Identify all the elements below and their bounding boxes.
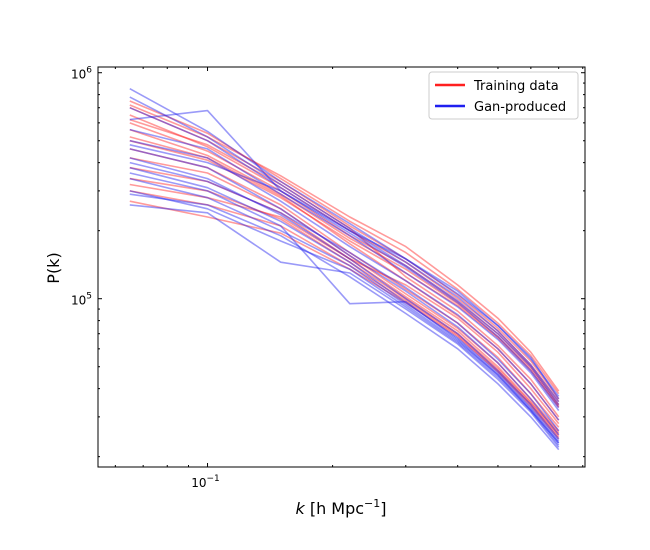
series-line-23 <box>129 157 560 440</box>
axes-frame <box>97 66 586 468</box>
series-line-9 <box>129 166 560 434</box>
series-line-11 <box>129 190 560 438</box>
series-line-10 <box>129 177 560 436</box>
x-axis-label: k [h Mpc−1] <box>295 497 386 518</box>
legend: Training data Gan-produced <box>428 71 579 120</box>
series-line-3 <box>129 114 560 403</box>
y-tick-label: 106 <box>71 66 92 82</box>
series-line-18 <box>129 96 560 403</box>
axes: 10−1 105 106 <box>71 66 586 490</box>
series-line-13 <box>129 104 560 392</box>
x-tick-label: 10−1 <box>191 474 220 490</box>
y-axis-label: P(k) <box>44 252 63 283</box>
series-line-30 <box>129 144 560 406</box>
y-tick-label: 105 <box>71 292 92 308</box>
series-line-27 <box>129 204 560 448</box>
series-line-8 <box>129 157 560 432</box>
legend-entry-label: Training data <box>473 79 559 94</box>
series-line-21 <box>129 139 560 421</box>
series-line-29 <box>129 106 560 400</box>
series-line-15 <box>129 136 560 421</box>
series-line-14 <box>129 118 560 418</box>
legend-entry-label: Gan-produced <box>474 100 566 115</box>
series-line-17 <box>129 87 560 397</box>
series-line-6 <box>129 139 560 408</box>
legend-box <box>428 71 579 120</box>
series-line-22 <box>129 148 560 436</box>
plot-area <box>129 87 560 451</box>
series-line-16 <box>129 183 560 425</box>
series-line-19 <box>129 109 560 408</box>
series-line-28 <box>129 172 560 444</box>
series-line-32 <box>129 193 560 451</box>
series-line-20 <box>129 128 560 411</box>
series-line-12 <box>129 200 560 440</box>
series-line-26 <box>129 190 560 446</box>
series-line-5 <box>129 128 560 407</box>
series-line-31 <box>129 161 560 432</box>
series-line-1 <box>129 100 560 395</box>
series-line-4 <box>129 122 560 406</box>
series-line-2 <box>129 106 560 400</box>
series-line-24 <box>129 166 560 442</box>
series-line-7 <box>129 148 560 428</box>
series-line-25 <box>129 177 560 444</box>
